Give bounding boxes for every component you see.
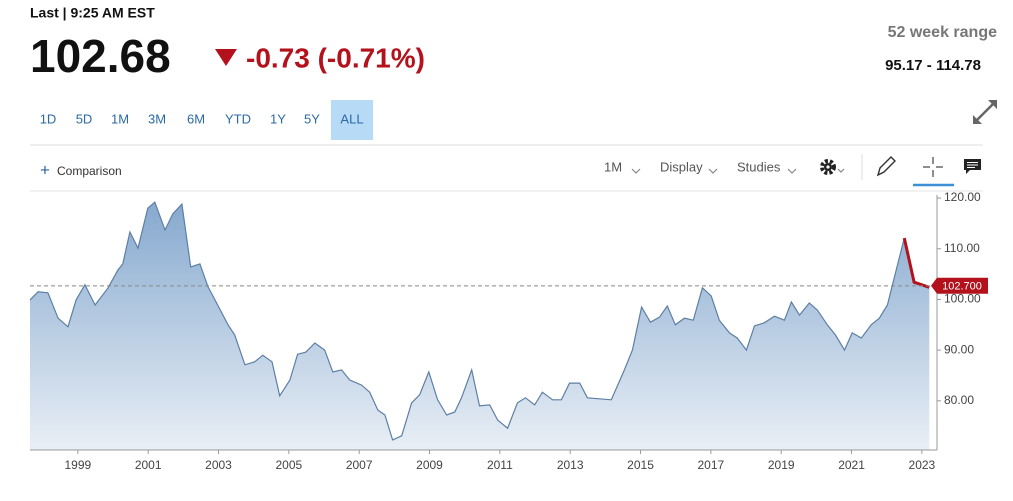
range-button[interactable]: 5D: [76, 111, 93, 126]
price: 102.68: [30, 30, 171, 82]
y-tick-label: 120.00: [944, 190, 981, 204]
range-title: 52 week range: [888, 24, 998, 41]
plus-icon: +: [40, 160, 50, 179]
comment-icon[interactable]: [964, 159, 981, 174]
range-button[interactable]: YTD: [225, 111, 251, 126]
y-tick-label: 100.00: [944, 292, 981, 306]
x-tick-label: 2019: [768, 458, 795, 472]
x-tick-label: 1999: [64, 458, 91, 472]
x-tick-label: 2001: [135, 458, 162, 472]
crosshair-icon[interactable]: [923, 157, 943, 177]
comment-lines: [967, 162, 978, 168]
range-button[interactable]: 1Y: [270, 111, 286, 126]
last-price-label: 102.700: [942, 281, 982, 293]
area: [30, 202, 930, 450]
recent-line: [902, 237, 930, 289]
last-price-tag: [931, 277, 988, 294]
chevrons: [631, 168, 845, 174]
x-tick-label: 2023: [909, 458, 936, 472]
range-button[interactable]: 6M: [187, 111, 205, 126]
x-tick-label: 2009: [416, 458, 443, 472]
x-tick-label: 2015: [627, 458, 654, 472]
price-line: [29, 201, 905, 441]
pencil-icon[interactable]: [876, 156, 896, 177]
active-range-bg: [331, 100, 373, 140]
y-tick-label: 90.00: [944, 342, 974, 356]
x-tick-label: 2003: [205, 458, 232, 472]
range-button[interactable]: 5Y: [304, 111, 320, 126]
comparison[interactable]: Comparison: [57, 164, 122, 178]
x-tick-label: 2021: [838, 458, 865, 472]
x-tick-label: 2007: [346, 458, 373, 472]
range-button[interactable]: 3M: [148, 111, 166, 126]
interval[interactable]: 1M: [604, 159, 622, 174]
range-button[interactable]: 1M: [111, 111, 129, 126]
y-tick-label: 110.00: [944, 241, 980, 255]
expand-icon[interactable]: [973, 100, 997, 124]
range-button[interactable]: ALL: [340, 111, 363, 126]
x-tick-label: 2005: [275, 458, 302, 472]
x-tick-label: 2011: [487, 458, 513, 472]
gear-icon[interactable]: [820, 159, 836, 175]
range-value: 95.17 - 114.78: [885, 57, 981, 74]
down-arrow: [215, 49, 237, 66]
studies[interactable]: Studies: [737, 159, 781, 174]
range-button[interactable]: 1D: [40, 111, 57, 126]
display[interactable]: Display: [660, 159, 703, 174]
last-time: Last | 9:25 AM EST: [30, 5, 155, 21]
x-tick-label: 2013: [557, 458, 584, 472]
price-change: -0.73 (-0.71%): [246, 42, 425, 73]
y-tick-label: 80.00: [944, 393, 974, 407]
x-tick-label: 2017: [698, 458, 725, 472]
